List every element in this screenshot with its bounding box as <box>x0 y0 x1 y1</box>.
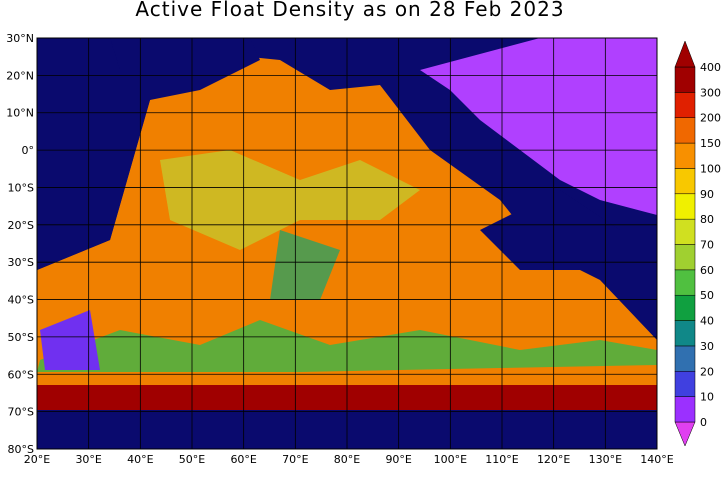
colorbar: 0 10 20 30 40 50 60 70 80 90 100 150 200 300 400 <box>674 40 721 447</box>
colorbar-label: 300 <box>700 86 721 99</box>
colorbar-triangle <box>674 40 696 68</box>
x-tick-label: 30°E <box>75 453 101 466</box>
x-tick-label: 70°E <box>282 453 308 466</box>
colorbar-band <box>674 117 696 144</box>
colorbar-label: 50 <box>700 289 714 302</box>
colorbar-band <box>674 193 696 220</box>
land-mask <box>420 38 657 215</box>
density-field <box>40 310 100 370</box>
colorbar-label: 80 <box>700 213 714 226</box>
y-tick-label: 30°S <box>8 256 34 269</box>
density-field <box>270 230 340 300</box>
colorbar-band <box>674 218 696 245</box>
y-tick-label: 80°S <box>8 443 34 456</box>
colorbar-label: 10 <box>700 391 714 404</box>
colorbar-label: 20 <box>700 365 714 378</box>
x-tick-label: 140°E <box>640 453 673 466</box>
y-tick-label: 10°S <box>8 181 34 194</box>
colorbar-band <box>674 294 696 321</box>
map-frame <box>36 37 658 450</box>
colorbar-band <box>674 244 696 271</box>
colorbar-label: 0 <box>700 416 707 429</box>
y-tick-label: 50°S <box>8 331 34 344</box>
title: Active Float Density as on 28 Feb 2023 <box>135 0 564 21</box>
x-tick-label: 60°E <box>230 453 256 466</box>
y-tick-label: 0° <box>22 144 35 157</box>
colorbar-label: 150 <box>700 137 721 150</box>
x-tick-label: 130°E <box>589 453 622 466</box>
x-tick-label: 40°E <box>127 453 153 466</box>
colorbar-triangle <box>674 421 696 447</box>
x-tick-label: 100°E <box>434 453 467 466</box>
colorbar-label: 60 <box>700 264 714 277</box>
colorbar-band <box>674 92 696 118</box>
colorbar-band <box>674 345 696 372</box>
colorbar-band <box>674 371 696 397</box>
y-tick-label: 20°S <box>8 219 34 232</box>
colorbar-label: 30 <box>700 340 714 353</box>
colorbar-band <box>674 320 696 347</box>
land <box>480 190 620 270</box>
y-tick-label: 70°S <box>8 406 34 419</box>
colorbar-band <box>674 142 696 169</box>
x-tick-label: 90°E <box>385 453 411 466</box>
colorbar-band <box>674 66 696 93</box>
grid <box>36 37 658 450</box>
x-tick-label: 120°E <box>537 453 570 466</box>
x-tick-label: 20°E <box>24 453 50 466</box>
y-tick-label: 20°N <box>6 69 34 82</box>
colorbar-band <box>674 269 696 296</box>
colorbar-label: 40 <box>700 315 714 328</box>
colorbar-label: 70 <box>700 239 714 252</box>
x-tick-label: 80°E <box>334 453 360 466</box>
colorbar-label: 400 <box>700 61 721 74</box>
land <box>110 38 260 100</box>
land <box>37 38 150 270</box>
colorbar-label: 100 <box>700 162 721 175</box>
colorbar-band <box>674 396 696 423</box>
y-tick-label: 10°N <box>6 107 34 120</box>
y-tick-label: 40°S <box>8 294 34 307</box>
colorbar-band <box>674 168 696 195</box>
x-tick-label: 50°E <box>179 453 205 466</box>
colorbar-label: 200 <box>700 112 721 125</box>
y-tick-label: 60°S <box>8 368 34 381</box>
x-tick-label: 110°E <box>485 453 518 466</box>
y-tick-label: 30°N <box>6 32 34 45</box>
colorbar-label: 90 <box>700 188 714 201</box>
